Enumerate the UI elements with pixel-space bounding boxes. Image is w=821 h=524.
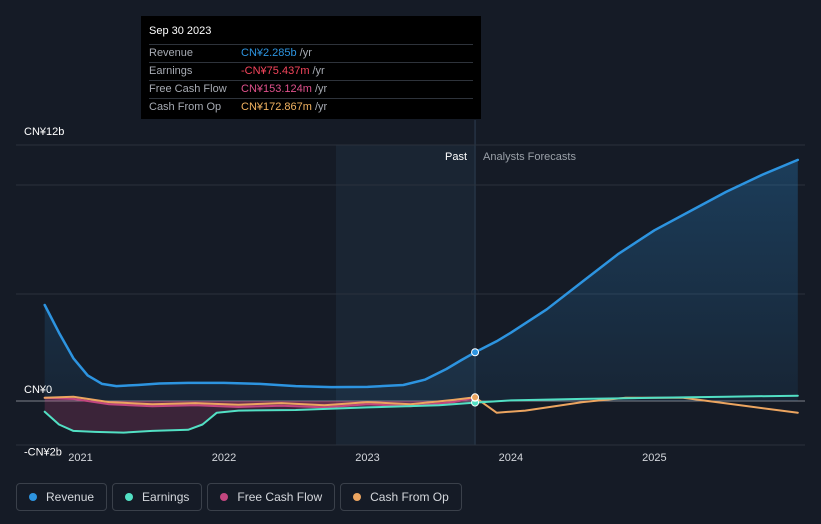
- x-tick-label: 2023: [355, 452, 379, 464]
- y-tick-label: CN¥0: [24, 384, 52, 396]
- earnings-area: [44, 401, 476, 433]
- cash-from-op-point: [471, 393, 480, 402]
- tooltip-row-earnings: Earnings -CN¥75.437m /yr: [149, 63, 473, 81]
- revenue-point: [471, 348, 480, 357]
- legend-dot-icon: [125, 493, 134, 501]
- x-tick-label: 2025: [642, 452, 666, 464]
- legend-label: Revenue: [46, 490, 95, 504]
- legend-item-earnings[interactable]: Earnings: [112, 483, 203, 511]
- tooltip-unit: /yr: [312, 65, 325, 77]
- legend-dot-icon: [29, 493, 37, 501]
- legend-label: Free Cash Flow: [237, 490, 323, 504]
- tooltip-label: Cash From Op: [149, 101, 222, 113]
- tooltip-row-cash-from-op: Cash From Op CN¥172.867m /yr: [149, 99, 473, 116]
- legend-dot-icon: [353, 493, 362, 501]
- legend-label: Cash From Op: [370, 490, 449, 504]
- tooltip-row-revenue: Revenue CN¥2.285b /yr: [149, 45, 473, 63]
- x-tick-label: 2021: [68, 452, 92, 464]
- tooltip-label: Free Cash Flow: [149, 83, 227, 95]
- tooltip-value: CN¥153.124m: [241, 83, 312, 95]
- legend: Revenue Earnings Free Cash Flow Cash Fro…: [16, 483, 462, 511]
- past-label: Past: [445, 151, 467, 163]
- x-tick-label: 2024: [499, 452, 523, 464]
- tooltip-unit: /yr: [299, 47, 312, 59]
- revenue-line: [43, 158, 800, 389]
- tooltip-value: -CN¥75.437m: [241, 65, 310, 77]
- tooltip-unit: /yr: [314, 101, 328, 113]
- tooltip-value: CN¥2.285b: [241, 47, 297, 59]
- legend-item-cash-from-op[interactable]: Cash From Op: [340, 483, 462, 511]
- forecast-label: Analysts Forecasts: [483, 151, 576, 163]
- revenue-area: [44, 159, 798, 401]
- tooltip-label: Earnings: [149, 65, 193, 77]
- legend-item-revenue[interactable]: Revenue: [16, 483, 108, 511]
- tooltip-row-free-cash-flow: Free Cash Flow CN¥153.124m /yr: [149, 81, 473, 99]
- tooltip-unit: /yr: [314, 83, 328, 95]
- legend-dot-icon: [220, 493, 229, 501]
- tooltip-label: Revenue: [149, 47, 194, 59]
- tooltip-date: Sep 30 2023: [149, 24, 473, 45]
- y-tick-label: -CN¥2b: [24, 447, 62, 459]
- legend-label: Earnings: [142, 490, 190, 504]
- x-tick-label: 2022: [212, 452, 236, 464]
- tooltip-value: CN¥172.867m: [241, 101, 312, 113]
- y-tick-label: CN¥12b: [24, 126, 64, 138]
- tooltip: Sep 30 2023 Revenue CN¥2.285b /yr Earnin…: [141, 16, 481, 119]
- legend-item-free-cash-flow[interactable]: Free Cash Flow: [207, 483, 336, 511]
- earnings-line: [43, 394, 799, 434]
